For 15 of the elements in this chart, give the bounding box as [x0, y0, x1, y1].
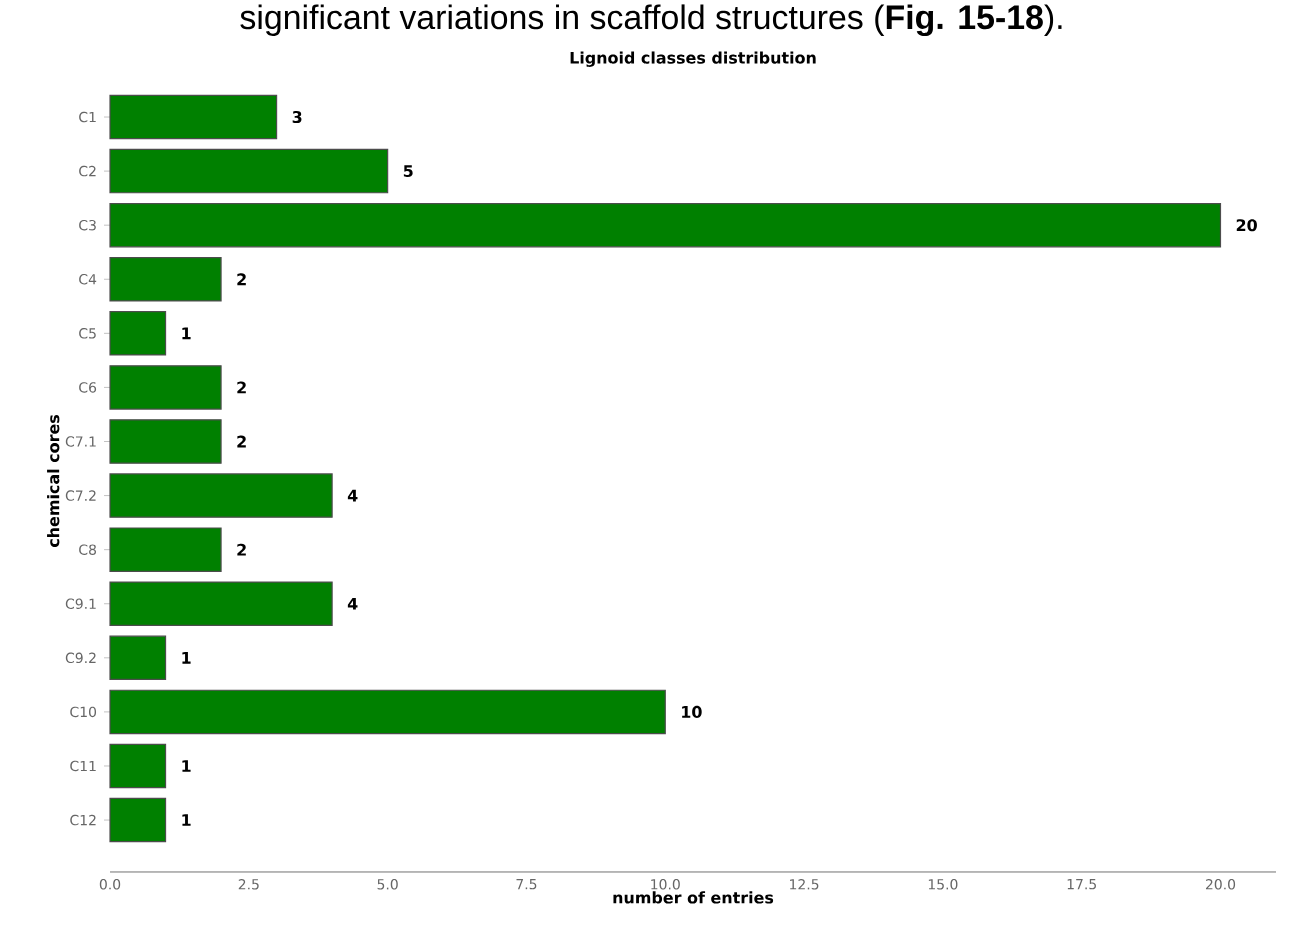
bar — [109, 635, 167, 681]
bar — [109, 743, 167, 789]
bar — [109, 473, 333, 518]
bar — [109, 202, 1222, 248]
bar — [109, 689, 666, 735]
bar — [109, 797, 167, 843]
bar — [109, 365, 222, 410]
bar — [109, 527, 222, 572]
bar — [109, 311, 167, 356]
bar — [109, 148, 389, 194]
bar — [109, 419, 222, 464]
bar — [109, 581, 333, 626]
text: significant variations in scaffold structures (Fig. 15-18). — [240, 4, 1062, 37]
bar — [109, 257, 222, 302]
bar — [109, 94, 278, 140]
